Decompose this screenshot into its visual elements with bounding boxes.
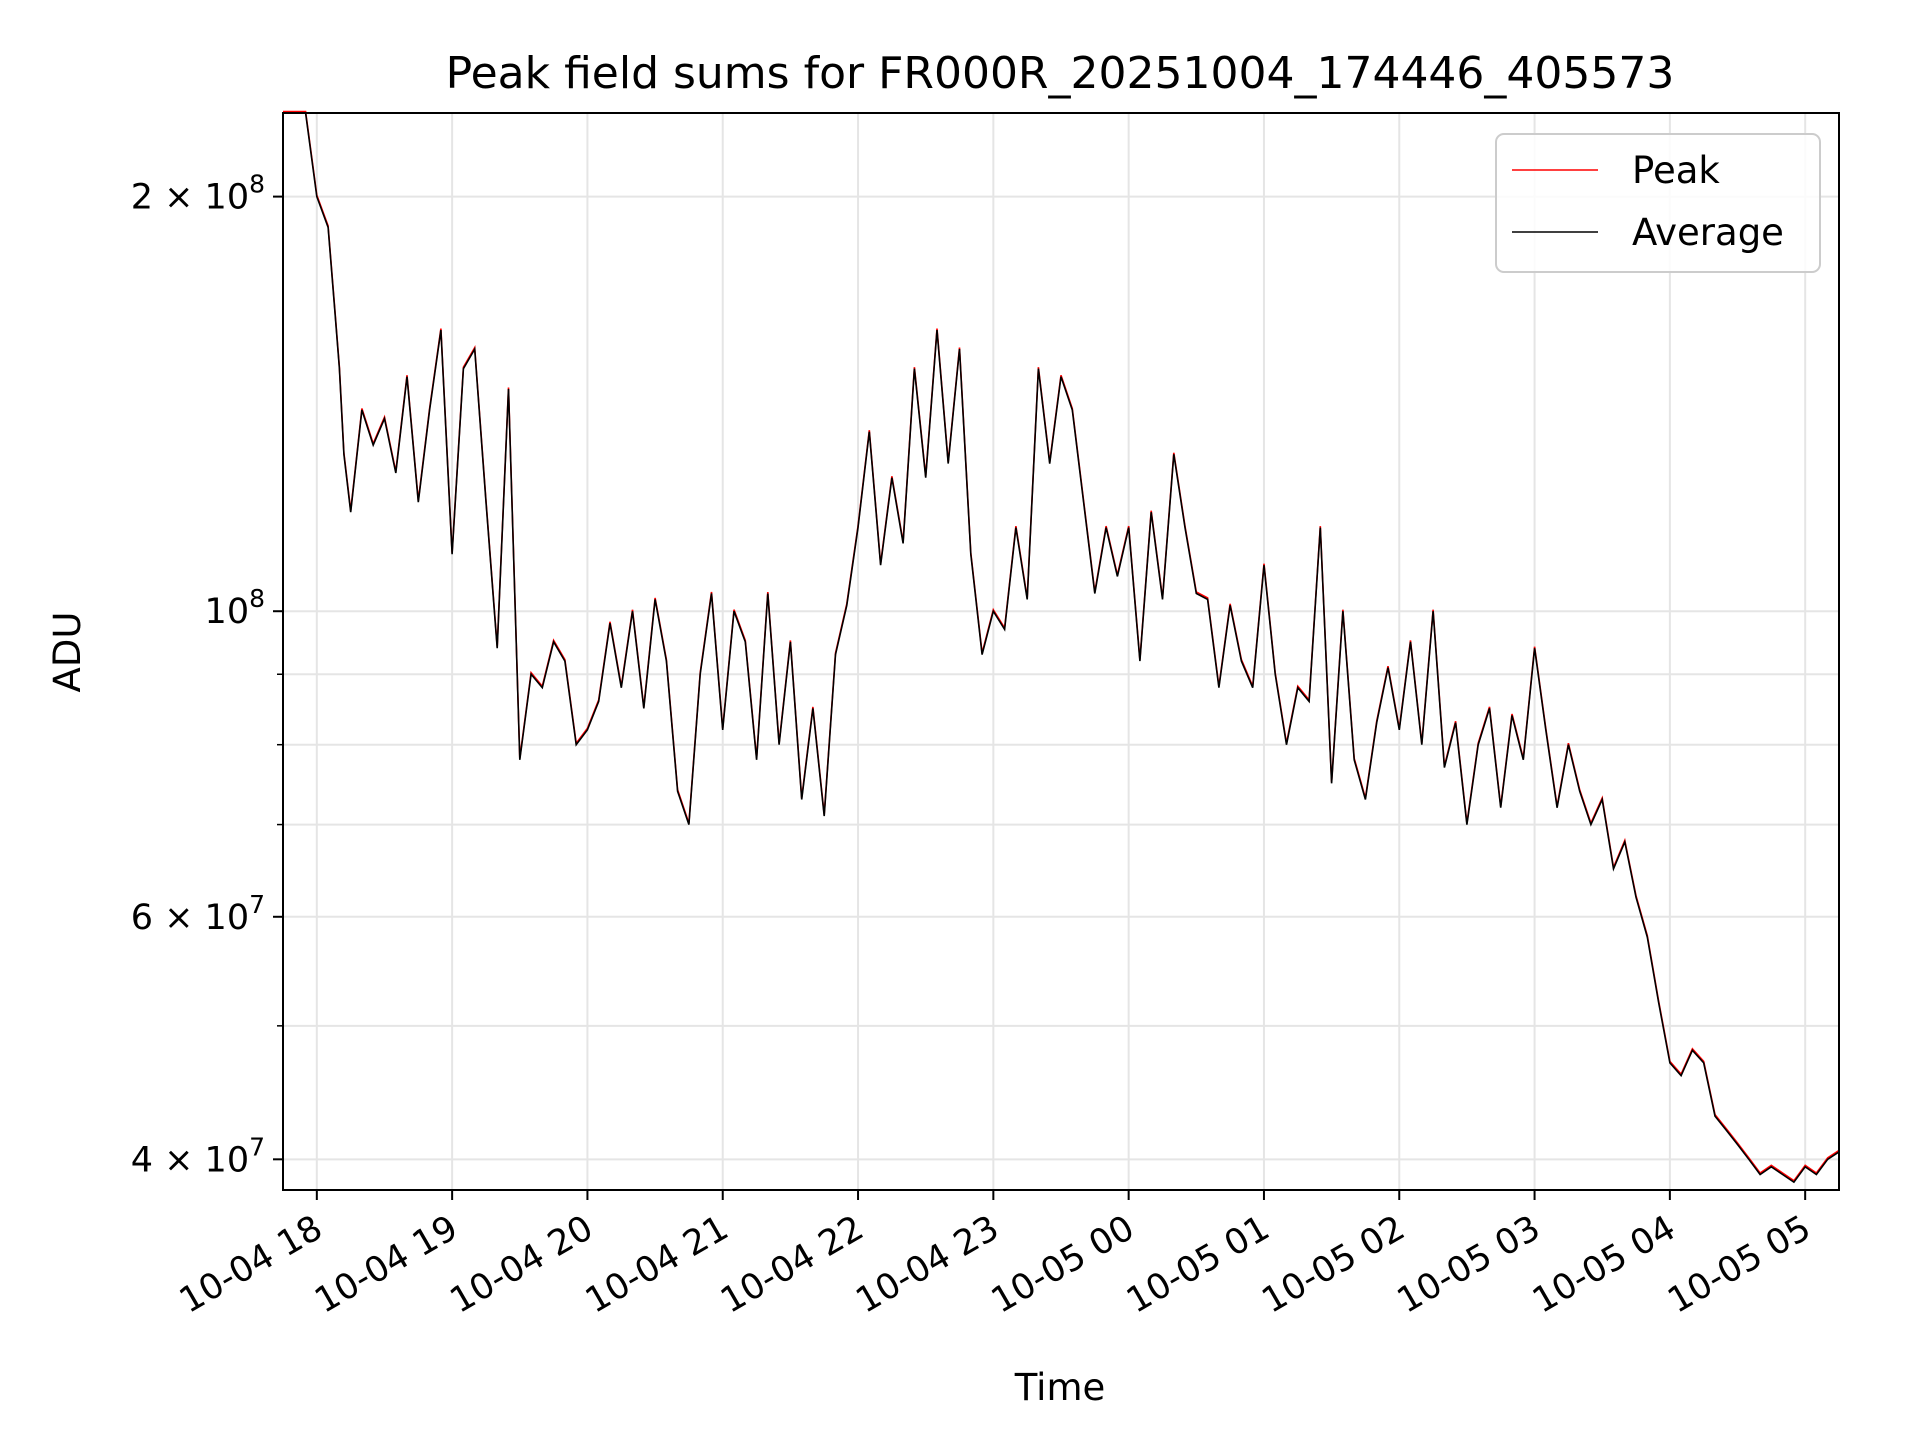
x-tick-label: 10-05 01	[1120, 1208, 1276, 1321]
x-tick-label: 10-05 02	[1255, 1208, 1411, 1321]
x-tick-label: 10-05 00	[985, 1208, 1141, 1321]
series-layer	[283, 110, 1840, 1184]
x-tick-label: 10-04 19	[308, 1208, 464, 1321]
x-tick-label: 10-04 23	[850, 1208, 1006, 1321]
legend-label-peak: Peak	[1632, 149, 1720, 192]
y-tick-label: 108	[205, 584, 265, 632]
x-tick-label: 10-04 20	[444, 1208, 600, 1321]
series-line-average	[283, 112, 1840, 1184]
y-axis-ticks: 4 × 107 6 × 107 108 2 × 108	[131, 170, 283, 1180]
y-axis-label: ADU	[46, 612, 89, 693]
grid-lines	[283, 113, 1839, 1190]
plot-frame	[282, 112, 1840, 1191]
x-tick-label: 10-04 21	[579, 1208, 735, 1321]
y-tick-label: 4 × 107	[131, 1132, 265, 1180]
y-tick-label: 2 × 108	[131, 170, 265, 218]
x-tick-label: 10-04 22	[714, 1208, 870, 1321]
x-tick-label: 10-05 05	[1661, 1208, 1817, 1321]
chart-title: Peak field sums for FR000R_20251004_1744…	[446, 48, 1675, 99]
x-tick-label: 10-05 04	[1526, 1208, 1682, 1321]
y-tick-label: 6 × 107	[131, 890, 265, 938]
legend: Peak Average	[1495, 133, 1821, 273]
x-tick-label: 10-05 03	[1391, 1208, 1547, 1321]
legend-box	[1495, 133, 1821, 273]
x-tick-label: 10-04 18	[173, 1208, 329, 1321]
legend-label-average: Average	[1632, 211, 1784, 254]
x-axis-label: Time	[1014, 1366, 1106, 1409]
